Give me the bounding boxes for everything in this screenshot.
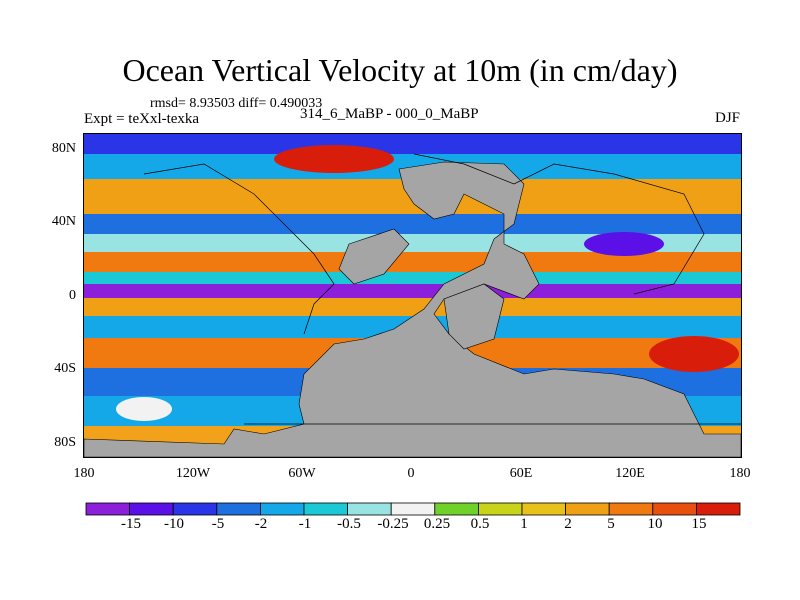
colorbar-label: 2 (564, 516, 572, 532)
coastline-overlay (143, 153, 741, 425)
map-field (84, 134, 741, 457)
map-plot-area (83, 133, 742, 458)
experiment-label: Expt = teXxl-texka (84, 111, 200, 127)
colorbar-label: 0.5 (470, 516, 490, 532)
colorbar-swatch (390, 502, 436, 516)
lat-label-40n: 40N (51, 214, 76, 229)
band-eq (84, 284, 741, 298)
colorbar-swatch (696, 502, 741, 516)
colorbar-swatch (259, 502, 305, 516)
patch-white (116, 397, 172, 421)
lon-label-180e: 180 (729, 466, 751, 481)
colorbar-label: -5 (211, 516, 225, 532)
lon-label-0: 0 (407, 466, 415, 481)
lon-label-60w: 60W (288, 466, 316, 481)
colorbar-swatch (347, 502, 392, 516)
colorbar-label: -0.5 (337, 516, 361, 532)
lat-label-eq: 0 (69, 288, 76, 303)
patch-purple (584, 232, 664, 256)
band-north-sub (84, 214, 741, 234)
colorbar-swatch (216, 502, 261, 516)
colorbar-label: 10 (647, 516, 663, 532)
land-east-block (443, 283, 505, 350)
colorbar-label: -2 (254, 516, 268, 532)
season-label: DJF (714, 110, 740, 126)
colorbar-swatch (521, 502, 566, 516)
lat-label-80s: 80S (54, 435, 76, 450)
lon-label-60e: 60E (509, 466, 533, 481)
band-ntrop (84, 234, 741, 252)
colorbar-swatch (608, 502, 654, 516)
colorbar-label: 5 (607, 516, 615, 532)
colorbar-swatch (652, 502, 697, 516)
plot-title: Ocean Vertical Velocity at 10m (in cm/da… (122, 52, 678, 88)
colorbar-label: 1 (520, 516, 528, 532)
colorbar-label: 0.25 (423, 516, 451, 532)
colorbar-label: -15 (121, 516, 141, 532)
difference-label: 314_6_MaBP - 000_0_MaBP (300, 106, 479, 122)
stats-label: rmsd= 8.93503 diff= 0.490033 (150, 96, 323, 111)
lon-label-120w: 120W (175, 466, 211, 481)
colorbar-swatch (85, 502, 130, 516)
band-ntrop2 (84, 252, 741, 272)
lat-label-40s: 40S (54, 361, 76, 376)
colorbar-swatch (434, 502, 479, 516)
colorbar-label: -1 (298, 516, 312, 532)
patch-red-south (649, 336, 739, 372)
lon-label-180w: 180 (73, 466, 95, 481)
band-arctic (84, 134, 741, 154)
patch-red-north (274, 145, 394, 173)
land-north-block (338, 228, 410, 285)
lon-label-120e: 120E (615, 466, 645, 481)
colorbar-swatch (303, 502, 348, 516)
colorbar-label: 15 (691, 516, 707, 532)
colorbar-swatch (129, 502, 174, 516)
band-eq-n (84, 272, 741, 284)
band-eq-s (84, 298, 741, 316)
colorbar-label: -0.25 (377, 516, 409, 532)
lat-label-80n: 80N (51, 141, 76, 156)
colorbar-swatch (172, 502, 218, 516)
colorbar-label: -10 (164, 516, 184, 532)
land-pangaea (84, 161, 741, 457)
colorbar-swatch (477, 502, 523, 516)
colorbar-swatch (565, 502, 610, 516)
